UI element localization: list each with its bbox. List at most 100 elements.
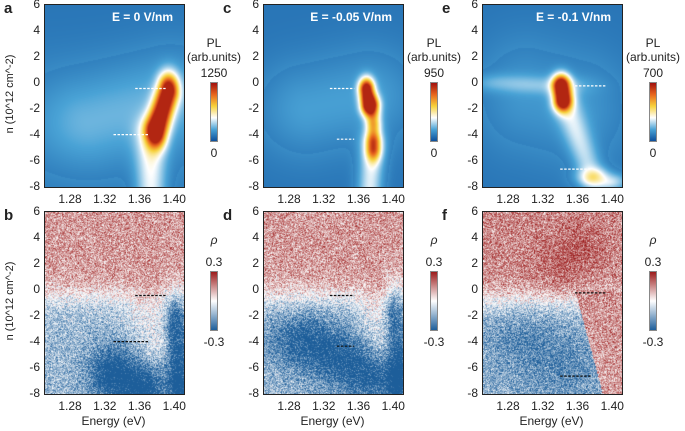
colorbar-sublabel: (arb.units) [625, 50, 681, 64]
y-tick-label: 6 [252, 0, 259, 11]
y-tick-label: -2 [248, 101, 259, 115]
y-tick-label: -2 [467, 101, 478, 115]
colorbar-min: 0 [649, 146, 657, 160]
colorbar-min: -0.3 [203, 335, 225, 349]
y-tick-label: 2 [252, 256, 259, 270]
x-tick-label: 1.40 [162, 192, 186, 206]
colorbar-label: PL [206, 36, 222, 50]
colorbar-max: 0.3 [644, 255, 662, 269]
y-tick-label: 4 [252, 230, 259, 244]
panel-title: E = -0.1 V/nm [535, 10, 611, 24]
y-tick-label: 6 [33, 0, 40, 11]
dashed-lines-a [113, 87, 166, 136]
y-tick-label: -8 [29, 179, 40, 193]
x-tick-label: 1.40 [381, 399, 405, 413]
colorbar-label: ρ [210, 233, 218, 247]
heatmap-e [482, 4, 623, 188]
colorbar-c [430, 82, 438, 142]
y-tick-label: -4 [248, 127, 259, 141]
colorbar-label: ρ [649, 233, 657, 247]
y-tick-label: 0 [33, 282, 40, 296]
panel-letter: d [223, 207, 233, 224]
x-tick-label: 1.28 [496, 192, 520, 206]
y-tick-label: 2 [252, 49, 259, 63]
panel-letter: a [4, 0, 13, 17]
colorbar-sublabel: (arb.units) [186, 50, 242, 64]
x-tick-label: 1.36 [127, 399, 152, 413]
colorbar-min: 0 [210, 146, 218, 160]
heatmap-a [44, 4, 185, 188]
y-tick-label: 0 [471, 75, 478, 89]
y-tick-label: -4 [29, 334, 40, 348]
y-tick-label: -6 [248, 360, 259, 374]
y-tick-label: -6 [467, 360, 478, 374]
x-tick-label: 1.40 [381, 192, 405, 206]
heatmap-f [482, 211, 623, 395]
heatmap-b [44, 211, 185, 395]
colorbar-max: 0.3 [425, 255, 443, 269]
y-tick-label: 0 [33, 75, 40, 89]
y-tick-label: -4 [29, 127, 40, 141]
colorbar-b [210, 271, 218, 331]
colorbar-d [430, 271, 438, 331]
x-tick-label: 1.32 [312, 192, 336, 206]
x-axis-label: Energy (eV) [81, 414, 146, 428]
y-tick-label: 4 [33, 23, 40, 37]
heatmap-c [263, 4, 404, 188]
y-tick-label: -6 [467, 153, 478, 167]
y-tick-label: -6 [248, 153, 259, 167]
x-tick-label: 1.28 [277, 192, 301, 206]
dashed-lines-c [329, 87, 355, 140]
colorbar-e [649, 82, 657, 142]
colorbar-min: 0 [430, 146, 438, 160]
x-tick-label: 1.28 [277, 399, 301, 413]
panel-letter: e [442, 0, 451, 17]
y-tick-label: -2 [467, 308, 478, 322]
y-tick-label: -8 [248, 386, 259, 400]
y-tick-label: 4 [33, 230, 40, 244]
y-tick-label: -8 [29, 386, 40, 400]
x-tick-label: 1.32 [312, 399, 336, 413]
y-tick-label: 2 [33, 256, 40, 270]
colorbar-max: 0.3 [205, 255, 223, 269]
colorbar-f [649, 271, 657, 331]
y-tick-label: -8 [248, 179, 259, 193]
y-tick-label: 2 [471, 256, 478, 270]
x-tick-label: 1.40 [600, 192, 624, 206]
x-tick-label: 1.32 [93, 192, 117, 206]
y-tick-label: -8 [467, 179, 478, 193]
y-tick-label: 4 [471, 230, 478, 244]
y-tick-label: -6 [29, 360, 40, 374]
y-tick-label: -6 [29, 153, 40, 167]
panel-letter: c [223, 0, 232, 17]
y-tick-label: 4 [471, 23, 478, 37]
x-tick-label: 1.32 [93, 399, 117, 413]
y-tick-label: 0 [252, 75, 259, 89]
colorbar-label: ρ [430, 233, 438, 247]
x-tick-label: 1.32 [531, 399, 555, 413]
y-tick-label: -2 [29, 101, 40, 115]
dashed-lines-b [113, 294, 166, 343]
dashed-lines-e [560, 85, 606, 170]
y-tick-label: 2 [33, 49, 40, 63]
y-tick-label: -2 [248, 308, 259, 322]
colorbar-max: 950 [423, 66, 445, 80]
x-tick-label: 1.36 [565, 192, 590, 206]
y-tick-label: -2 [29, 308, 40, 322]
panel-title: E = 0 V/nm [111, 10, 173, 24]
colorbar-min: -0.3 [642, 335, 664, 349]
panel-letter: f [442, 207, 447, 224]
colorbar-min: -0.3 [423, 335, 445, 349]
colorbar-max: 700 [642, 66, 664, 80]
panel-title: E = -0.05 V/nm [310, 10, 392, 24]
x-tick-label: 1.28 [58, 399, 82, 413]
y-tick-label: -4 [467, 334, 478, 348]
x-tick-label: 1.28 [58, 192, 82, 206]
colorbar-max: 1250 [200, 66, 228, 80]
x-tick-label: 1.36 [346, 192, 371, 206]
y-tick-label: 2 [471, 49, 478, 63]
y-tick-label: 4 [252, 23, 259, 37]
y-tick-label: 0 [471, 282, 478, 296]
x-tick-label: 1.32 [531, 192, 555, 206]
